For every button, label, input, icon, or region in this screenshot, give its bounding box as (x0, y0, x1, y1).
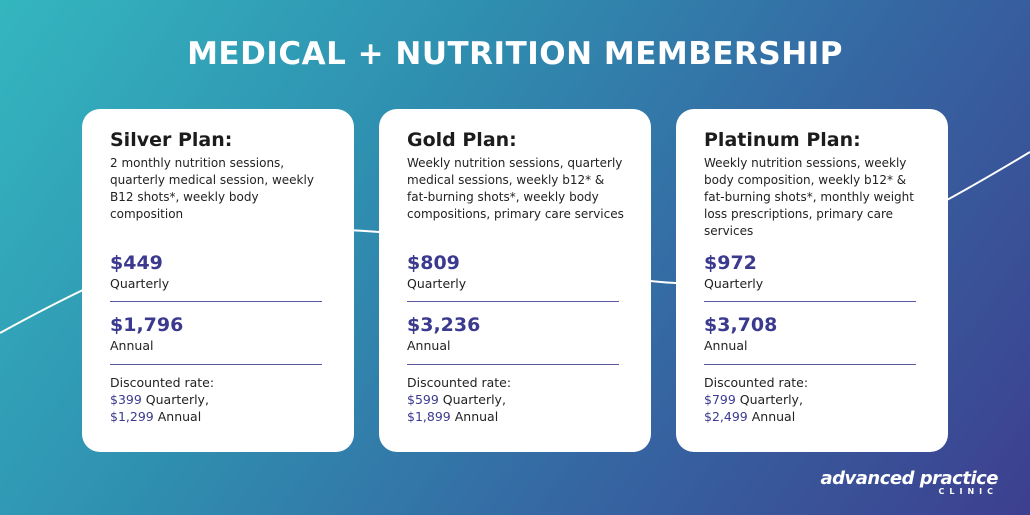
separator (110, 364, 322, 365)
quarterly-price: $972 (704, 252, 757, 274)
discount-annual-label: Annual (454, 409, 499, 424)
discount-label: Discounted rate: (110, 375, 215, 390)
discount-label: Discounted rate: (704, 375, 809, 390)
quarterly-label: Quarterly (407, 276, 467, 291)
annual-price: $1,796 (110, 314, 184, 336)
quarterly-price: $809 (407, 252, 460, 274)
discount-label: Discounted rate: (407, 375, 512, 390)
discount-annual: $2,499 Annual (704, 408, 924, 425)
separator (407, 301, 619, 302)
plan-name: Gold Plan: (407, 129, 517, 151)
discount-quarterly-label: Quarterly, (145, 392, 209, 407)
discount-quarterly: $799 Quarterly, (704, 391, 924, 408)
discount-annual: $1,299 Annual (110, 408, 330, 425)
logo: advanced practice CLINIC (821, 468, 999, 496)
discount-block: Discounted rate: $399 Quarterly, $1,299 An… (110, 374, 330, 425)
separator (704, 364, 916, 365)
quarterly-label: Quarterly (704, 276, 764, 291)
discount-quarterly: $399 Quarterly, (110, 391, 330, 408)
discount-annual: $1,899 Annual (407, 408, 627, 425)
annual-price: $3,236 (407, 314, 481, 336)
page-title: MEDICAL + NUTRITION MEMBERSHIP (187, 36, 843, 72)
discount-quarterly-label: Quarterly, (739, 392, 803, 407)
separator (407, 364, 619, 365)
discount-quarterly: $599 Quarterly, (407, 391, 627, 408)
logo-main: advanced practice (820, 468, 999, 489)
plan-name: Silver Plan: (110, 129, 233, 151)
discount-quarterly-price: $599 (407, 392, 439, 407)
discount-annual-price: $2,499 (704, 409, 748, 424)
plan-card: Gold Plan: Weekly nutrition sessions, qua… (379, 109, 651, 452)
discount-quarterly-price: $399 (110, 392, 142, 407)
discount-annual-price: $1,299 (110, 409, 154, 424)
separator (704, 301, 916, 302)
plan-description: Weekly nutrition sessions, quarterly med… (407, 156, 624, 221)
plan-card: Silver Plan: 2 monthly nutrition sessions… (82, 109, 354, 452)
discount-annual-price: $1,899 (407, 409, 451, 424)
plan-description: 2 monthly nutrition sessions, quarterly … (110, 156, 314, 221)
plan-card: Platinum Plan: Weekly nutrition sessions,… (676, 109, 948, 452)
plan-name: Platinum Plan: (704, 129, 861, 151)
annual-label: Annual (407, 338, 451, 353)
discount-block: Discounted rate: $799 Quarterly, $2,499 An… (704, 374, 924, 425)
discount-annual-label: Annual (157, 409, 202, 424)
quarterly-label: Quarterly (110, 276, 170, 291)
logo-sub: CLINIC (938, 487, 998, 496)
annual-label: Annual (110, 338, 154, 353)
annual-price: $3,708 (704, 314, 778, 336)
discount-quarterly-price: $799 (704, 392, 736, 407)
separator (110, 301, 322, 302)
annual-label: Annual (704, 338, 748, 353)
discount-annual-label: Annual (751, 409, 796, 424)
plan-description: Weekly nutrition sessions, weekly body c… (704, 156, 914, 238)
discount-block: Discounted rate: $599 Quarterly, $1,899 An… (407, 374, 627, 425)
quarterly-price: $449 (110, 252, 163, 274)
discount-quarterly-label: Quarterly, (442, 392, 506, 407)
